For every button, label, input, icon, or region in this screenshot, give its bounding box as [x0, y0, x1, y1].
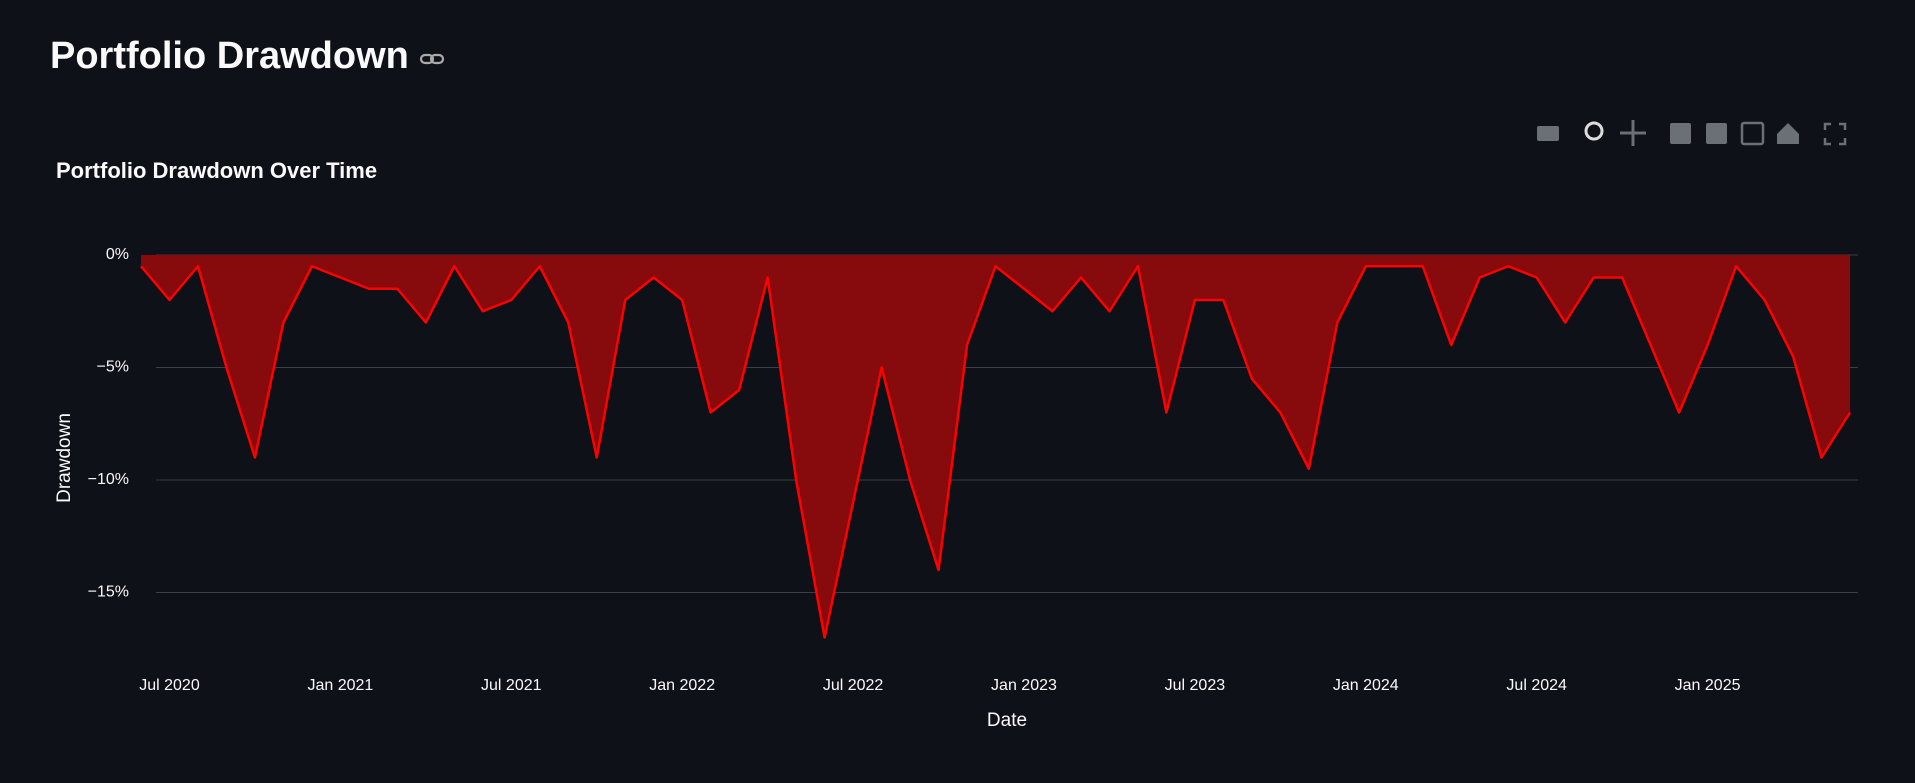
y-tick-label: −15% — [88, 584, 129, 601]
camera-icon[interactable] — [1537, 126, 1559, 141]
x-tick-label: Jul 2020 — [139, 677, 200, 694]
home-icon[interactable] — [1777, 123, 1799, 144]
y-tick-label: −5% — [97, 359, 129, 376]
y-tick-label: 0% — [106, 246, 129, 263]
autoscale-icon[interactable] — [1740, 121, 1765, 146]
pan-icon[interactable] — [1620, 120, 1646, 146]
drawdown-line — [140, 265, 1852, 639]
x-tick-label: Jul 2022 — [823, 677, 884, 694]
chart-title: Portfolio Drawdown Over Time — [56, 158, 377, 183]
page-title: Portfolio Drawdown — [50, 35, 409, 77]
y-tick-label: −10% — [88, 471, 129, 488]
x-tick-label: Jan 2025 — [1675, 677, 1741, 694]
x-tick-label: Jan 2023 — [991, 677, 1057, 694]
area-fill — [141, 255, 1850, 638]
zoom-icon[interactable] — [1584, 121, 1604, 141]
x-tick-label: Jan 2021 — [307, 677, 373, 694]
x-tick-label: Jul 2024 — [1506, 677, 1567, 694]
toolbar — [1537, 120, 1847, 146]
y-axis-label: Drawdown — [54, 413, 75, 503]
x-tick-label: Jul 2021 — [481, 677, 542, 694]
fullscreen-icon[interactable] — [1823, 122, 1847, 146]
zoom-in-icon[interactable] — [1670, 123, 1691, 144]
zoom-out-icon[interactable] — [1706, 123, 1727, 144]
x-tick-label: Jan 2024 — [1333, 677, 1399, 694]
link-icon[interactable] — [419, 53, 445, 65]
x-tick-label: Jul 2023 — [1165, 677, 1226, 694]
x-tick-label: Jan 2022 — [649, 677, 715, 694]
x-axis-label: Date — [987, 710, 1027, 731]
